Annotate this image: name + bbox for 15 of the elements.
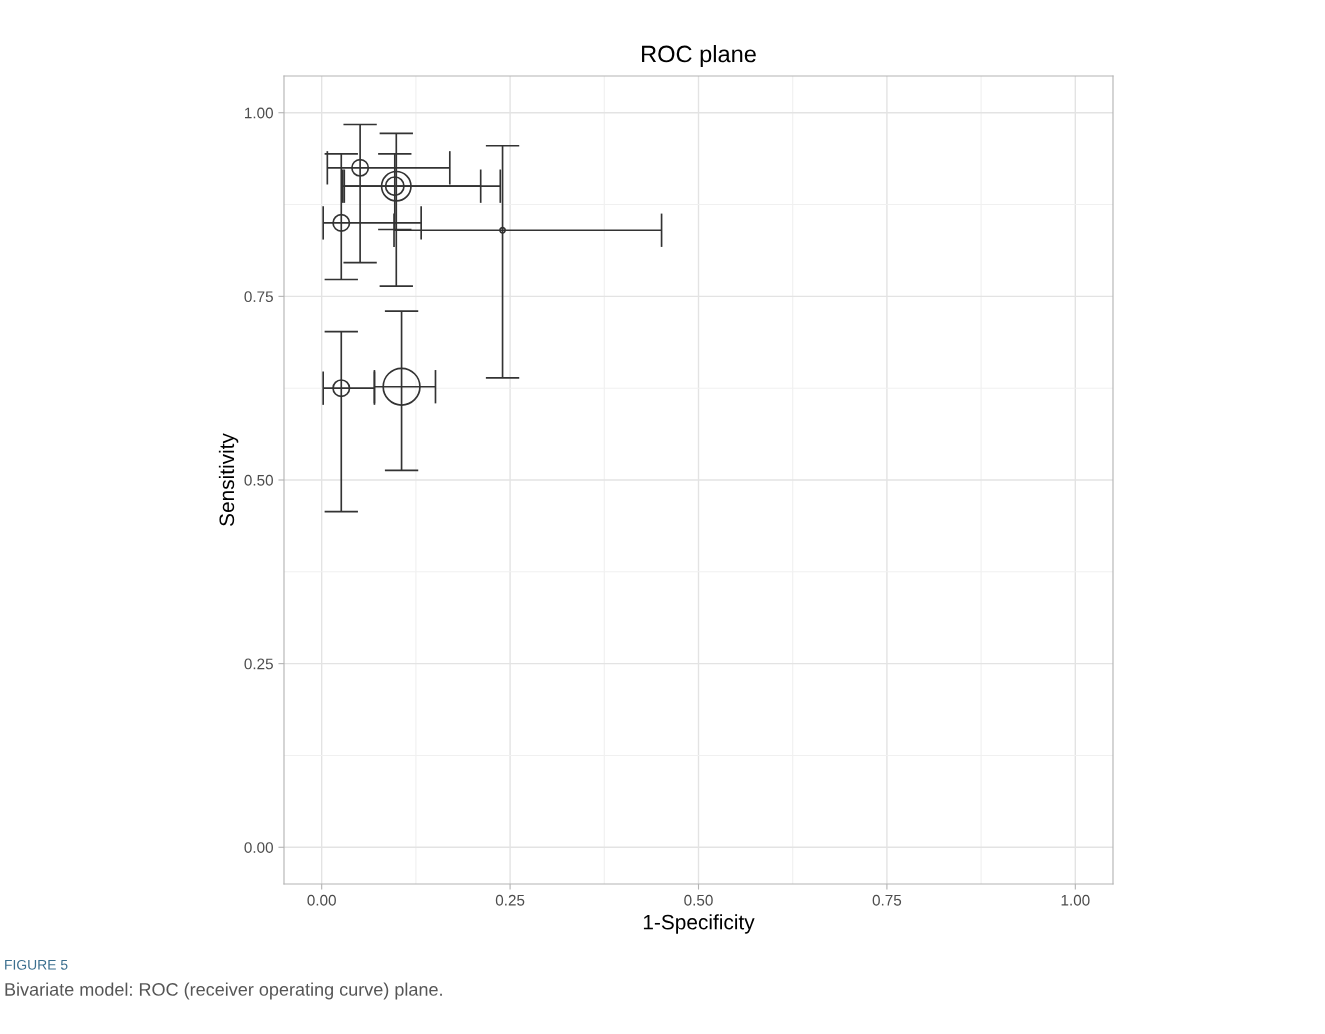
y-tick-label: 0.75 xyxy=(244,291,273,303)
x-tick-label: 0.25 xyxy=(495,894,525,906)
x-tick-label: 1.00 xyxy=(1061,894,1090,906)
y-tick-label: 0.25 xyxy=(244,658,273,670)
y-tick-label: 0.00 xyxy=(244,842,273,853)
chart-title: ROC plane xyxy=(642,45,756,68)
text: Bivariate model: ROC (receiver operating curve) plane. xyxy=(5,982,442,1000)
x-tick-label: 0.75 xyxy=(872,894,902,906)
x-tick-label: 0.00 xyxy=(307,894,336,906)
y-tick-label: 1.00 xyxy=(245,107,273,119)
caption: FIGURE 5 xyxy=(5,959,68,970)
x-axis-title: 1-Specificity xyxy=(643,914,755,934)
x-tick-label: 0.50 xyxy=(684,894,713,906)
y-axis-title: Sensitivity xyxy=(218,433,239,526)
y-tick-label: 0.50 xyxy=(244,474,273,486)
